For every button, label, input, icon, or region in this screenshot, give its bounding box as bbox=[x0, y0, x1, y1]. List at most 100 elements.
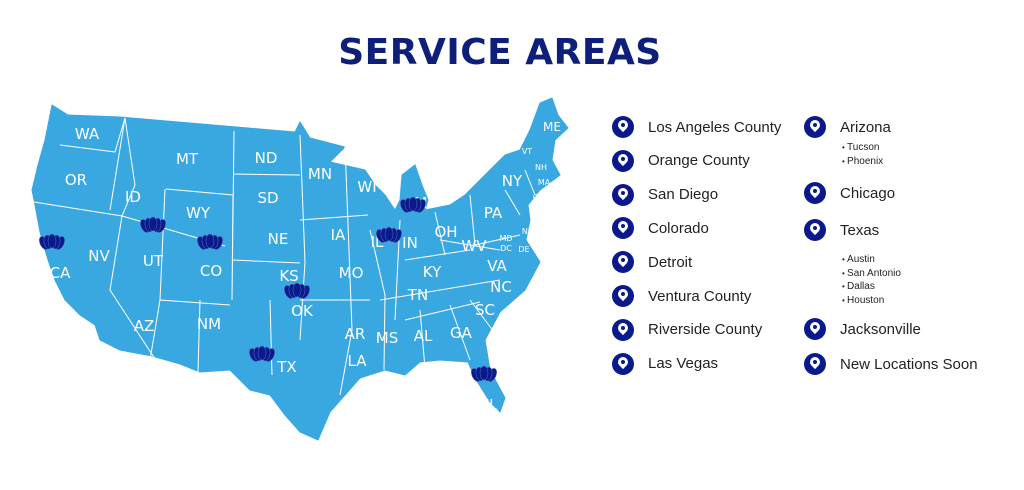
state-label: SD bbox=[257, 189, 278, 207]
legend-label: Arizona bbox=[840, 118, 891, 136]
legend-label: Orange County bbox=[648, 152, 750, 170]
legend-item: Detroit bbox=[612, 251, 693, 274]
legend-item: Chicago bbox=[804, 182, 895, 204]
state-label: MS bbox=[376, 329, 398, 347]
state-label: AL bbox=[414, 327, 433, 345]
legend-label: Los Angeles County bbox=[648, 118, 782, 136]
state-label: OK bbox=[291, 302, 314, 320]
legend-label: Colorado bbox=[648, 219, 709, 237]
lotus-icon bbox=[39, 233, 65, 250]
state-label: AZ bbox=[134, 317, 155, 335]
legend-label: San Diego bbox=[648, 186, 719, 204]
us-outline bbox=[31, 97, 569, 441]
state-label: ID bbox=[125, 188, 141, 206]
state-label: FL bbox=[481, 396, 499, 414]
lotus-markers bbox=[39, 196, 497, 382]
state-label: WA bbox=[75, 125, 100, 143]
legend-item: Los Angeles County bbox=[612, 116, 781, 138]
state-label: NV bbox=[88, 247, 110, 265]
legend-item: Colorado bbox=[612, 217, 709, 240]
legend-label: Detroit bbox=[648, 253, 693, 271]
state-label: IN bbox=[402, 234, 418, 252]
legend-item: Las Vegas bbox=[612, 352, 719, 375]
state-label: ND bbox=[255, 149, 278, 167]
location-pin-icon bbox=[804, 182, 826, 204]
legend-item: Jacksonville bbox=[804, 318, 921, 340]
state-label: NC bbox=[490, 278, 512, 296]
state-label: MD bbox=[499, 234, 512, 243]
location-pin-icon bbox=[612, 352, 634, 375]
legend-label: New Locations Soon bbox=[840, 355, 978, 373]
state-label: KS bbox=[279, 267, 298, 285]
legend-item: Orange County bbox=[612, 149, 750, 172]
sub-location-list: TucsonPhoenix bbox=[842, 141, 883, 168]
sub-location: Tucson bbox=[842, 141, 883, 155]
state-label: NY bbox=[502, 172, 523, 190]
state-label: CA bbox=[50, 264, 71, 282]
state-label: DE bbox=[518, 245, 529, 254]
lotus-icon bbox=[400, 196, 426, 213]
sub-location-list: AustinSan AntonioDallasHouston bbox=[842, 253, 901, 307]
legend-label: Riverside County bbox=[648, 321, 763, 339]
lotus-icon bbox=[471, 365, 497, 382]
legend-label: Chicago bbox=[840, 184, 896, 202]
state-labels: WA OR CA ID NV MT WY UT AZ CO NM ND SD N… bbox=[50, 120, 561, 414]
sub-location: Dallas bbox=[842, 280, 901, 294]
state-label: KY bbox=[423, 263, 442, 281]
state-label: TX bbox=[276, 358, 296, 376]
lotus-icon bbox=[249, 345, 275, 362]
location-pin-icon bbox=[804, 219, 826, 241]
state-label: NM bbox=[197, 315, 221, 333]
state-label: MN bbox=[308, 165, 332, 183]
state-label: WI bbox=[357, 178, 376, 196]
state-label: VT bbox=[522, 147, 532, 156]
location-pin-icon bbox=[804, 353, 826, 375]
lotus-petal bbox=[292, 282, 302, 298]
state-label: DC bbox=[500, 244, 512, 253]
state-label: UT bbox=[143, 252, 164, 270]
legend-label: Jacksonville bbox=[840, 320, 921, 338]
legend-item: Texas bbox=[804, 219, 879, 241]
state-label: OR bbox=[65, 171, 87, 189]
legend-label: Ventura County bbox=[648, 287, 752, 305]
state-label: VA bbox=[487, 257, 507, 275]
lotus-petal bbox=[257, 345, 267, 361]
lotus-petal bbox=[47, 233, 57, 249]
lotus-petal bbox=[384, 226, 394, 242]
sub-location: Austin bbox=[842, 253, 901, 267]
us-map: WA OR CA ID NV MT WY UT AZ CO NM ND SD N… bbox=[31, 97, 569, 441]
location-pin-icon bbox=[612, 251, 634, 274]
state-label: NJ bbox=[522, 227, 530, 236]
state-label: AR bbox=[345, 325, 366, 343]
state-label: NH bbox=[535, 163, 547, 172]
state-label: CT bbox=[533, 193, 544, 202]
state-label: MA bbox=[538, 178, 551, 187]
state-label: IA bbox=[331, 226, 346, 244]
location-pin-icon bbox=[612, 217, 634, 240]
state-label: PA bbox=[484, 204, 503, 222]
state-label: SC bbox=[475, 301, 495, 319]
state-label: WY bbox=[186, 204, 211, 222]
legend-item: San Diego bbox=[612, 183, 719, 206]
location-pin-icon bbox=[804, 318, 826, 340]
legend-item: New Locations Soon bbox=[804, 353, 978, 375]
lotus-petal bbox=[205, 233, 215, 249]
legend-label: Las Vegas bbox=[648, 355, 719, 373]
lotus-petal bbox=[148, 216, 158, 232]
location-pin-icon bbox=[612, 116, 634, 138]
legend-label: Texas bbox=[840, 221, 880, 239]
state-label: MT bbox=[176, 150, 199, 168]
sub-location: Houston bbox=[842, 294, 901, 308]
state-label: GA bbox=[450, 324, 473, 342]
state-label: CO bbox=[200, 262, 222, 280]
legend-item: Riverside County bbox=[612, 318, 763, 341]
state-label: NE bbox=[268, 230, 289, 248]
legend-item: Ventura County bbox=[612, 285, 751, 307]
state-label: MO bbox=[339, 264, 364, 282]
state-label: WV bbox=[461, 237, 487, 255]
state-label: TN bbox=[407, 286, 428, 304]
state-label: OH bbox=[434, 223, 457, 241]
lotus-icon bbox=[376, 226, 402, 243]
location-pin-icon bbox=[612, 285, 634, 307]
lotus-icon bbox=[197, 233, 223, 250]
